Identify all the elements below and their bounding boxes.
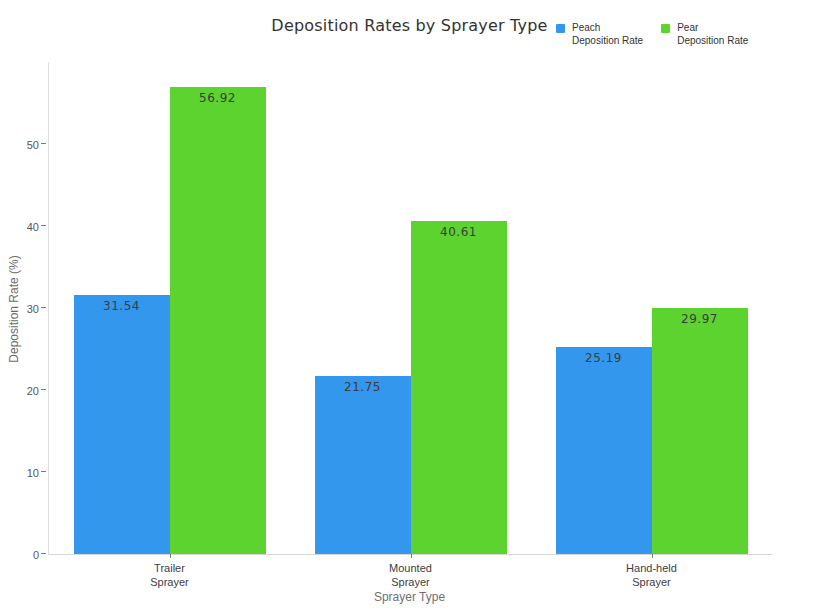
bar-peach-deposition-rate-trailer-sprayer: 31.54	[74, 295, 170, 554]
y-tick-label-10: 10	[7, 467, 39, 479]
bar-value-label: 31.54	[74, 295, 170, 313]
bar-pear-deposition-rate-hand-held-sprayer: 29.97	[652, 308, 748, 554]
bar-value-label: 25.19	[556, 347, 652, 365]
bar-value-label: 29.97	[652, 308, 748, 326]
y-tick-label-30: 30	[7, 303, 39, 315]
legend: Peach Deposition Rate Pear Deposition Ra…	[556, 22, 748, 47]
bar-value-label: 40.61	[411, 221, 507, 239]
plot-area: 0102030405031.5456.92Trailer Sprayer21.7…	[48, 62, 772, 555]
bar-value-label: 56.92	[170, 87, 266, 105]
x-tick-label-mounted-sprayer: Mounted Sprayer	[351, 561, 471, 589]
y-tick-label-0: 0	[7, 549, 39, 561]
y-tick-mark	[41, 471, 46, 472]
legend-item-pear[interactable]: Pear Deposition Rate	[661, 22, 748, 47]
x-tick-mark	[652, 554, 653, 558]
y-tick-label-20: 20	[7, 385, 39, 397]
legend-swatch-pear-icon	[661, 24, 670, 33]
x-tick-mark	[411, 554, 412, 558]
legend-label-pear: Pear Deposition Rate	[677, 22, 748, 47]
y-tick-label-40: 40	[7, 221, 39, 233]
y-tick-mark	[41, 389, 46, 390]
bar-pear-deposition-rate-mounted-sprayer: 40.61	[411, 221, 507, 554]
legend-item-peach[interactable]: Peach Deposition Rate	[556, 22, 643, 47]
x-tick-mark	[170, 554, 171, 558]
legend-swatch-peach-icon	[556, 24, 565, 33]
y-tick-label-50: 50	[7, 139, 39, 151]
x-axis-title: Sprayer Type	[48, 590, 771, 604]
chart-canvas: Deposition Rates by Sprayer Type Peach D…	[0, 0, 819, 614]
bar-peach-deposition-rate-mounted-sprayer: 21.75	[315, 376, 411, 554]
bar-pear-deposition-rate-trailer-sprayer: 56.92	[170, 87, 266, 554]
y-tick-mark	[41, 225, 46, 226]
x-tick-label-hand-held-sprayer: Hand-held Sprayer	[592, 561, 712, 589]
bar-value-label: 21.75	[315, 376, 411, 394]
y-tick-mark	[41, 553, 46, 554]
y-tick-mark	[41, 143, 46, 144]
x-tick-label-trailer-sprayer: Trailer Sprayer	[110, 561, 230, 589]
bar-peach-deposition-rate-hand-held-sprayer: 25.19	[556, 347, 652, 554]
legend-label-peach: Peach Deposition Rate	[572, 22, 643, 47]
y-tick-mark	[41, 307, 46, 308]
